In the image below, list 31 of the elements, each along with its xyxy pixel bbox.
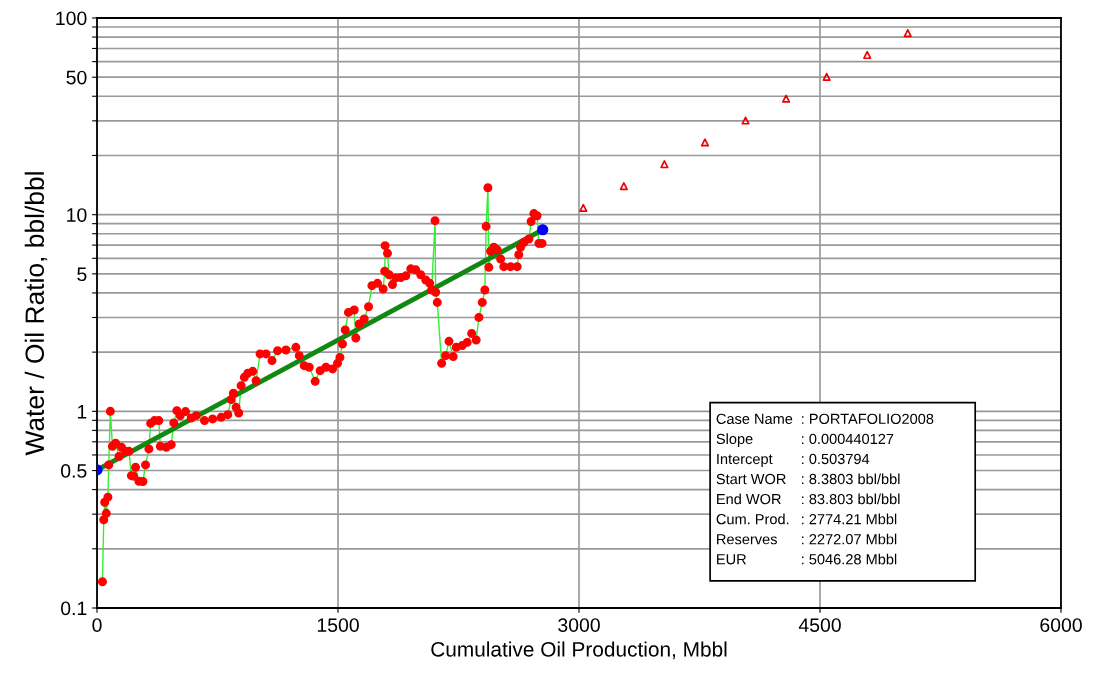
point — [619, 181, 628, 191]
text: Reserves : 2272.07 Mbbl — [717, 533, 897, 545]
point — [700, 138, 710, 147]
annotation: Cum. Prod. : 2774.21 Mbbl — [716, 513, 897, 525]
y-tick-label: 5 — [77, 267, 87, 282]
x-tick-label: 6000 — [1040, 618, 1082, 632]
point — [822, 72, 831, 81]
x-tick-label: 1500 — [317, 618, 359, 632]
y-tick-label: 100 — [56, 11, 87, 26]
point — [579, 203, 588, 213]
point — [863, 50, 872, 60]
annotation: Start WOR : 8.3803 bbl/bbl — [716, 473, 900, 485]
text: Intercept : 0.503794 — [717, 453, 870, 468]
y-axis-title: Water / Oil Ratio, bbl/bbl — [24, 172, 48, 456]
text: EUR : 5046.28 Mbbl — [717, 553, 897, 565]
y-tick-label: 50 — [66, 70, 87, 85]
point — [741, 116, 750, 125]
x-tick-label: 0 — [92, 618, 102, 632]
text: Slope : 0.000440127 — [716, 433, 894, 447]
text: End WOR : 83.803 bbl/bbl — [717, 493, 900, 505]
y-tick-label: 1 — [77, 405, 87, 419]
annotation: Case Name : PORTAFOLIO2008 — [716, 413, 934, 425]
x-axis-title: Cumulative Oil Production, Mbbl — [431, 641, 727, 660]
y-tick-label: 0.5 — [61, 464, 87, 478]
y-tick-label: 0.1 — [61, 601, 87, 616]
x-tick-label: 4500 — [798, 618, 841, 632]
x-tick-label: 3000 — [558, 618, 600, 632]
point — [903, 29, 912, 38]
point — [782, 94, 791, 103]
y-tick-label: 10 — [67, 208, 87, 222]
point — [660, 160, 669, 169]
